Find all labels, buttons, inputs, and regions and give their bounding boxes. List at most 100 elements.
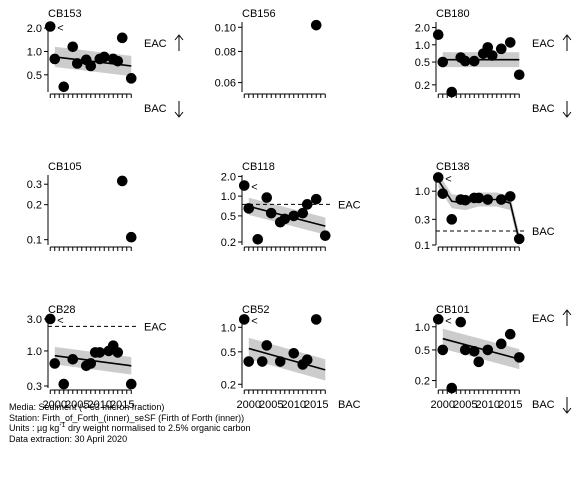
footer-units: Units : µg kg-1 dry weight normalised to…	[9, 422, 251, 434]
panel-title: CB156	[242, 8, 276, 20]
x-axis	[243, 93, 326, 98]
trend-line	[248, 347, 326, 371]
data-point	[125, 378, 137, 390]
data-point	[252, 233, 264, 245]
panel-cb118: CB118 2.0 1.0 0.5 0.2 EAC <	[221, 161, 361, 251]
data-point	[495, 194, 507, 205]
y-tick-label: 0.5	[221, 347, 236, 359]
y-tick-label: 1.0	[27, 346, 42, 358]
reference-label-eac: EAC	[144, 38, 167, 50]
data-point	[504, 328, 516, 340]
reference-label-bac: BAC	[144, 103, 167, 115]
data-point	[455, 316, 467, 328]
y-tick-label: 1.0	[415, 186, 430, 198]
y-tick-label: 2.0	[415, 23, 430, 35]
less-than-marker: <	[445, 173, 451, 185]
panel-title: CB138	[436, 161, 470, 173]
reference-label-eac: EAC	[532, 313, 555, 325]
data-point	[261, 340, 273, 351]
x-tick-label: 2010	[476, 399, 500, 411]
panel-title: CB101	[436, 304, 470, 316]
data-point	[116, 175, 128, 187]
data-point	[58, 378, 70, 390]
y-tick-label: 1.0	[415, 322, 430, 334]
data-point	[468, 345, 480, 357]
data-point	[301, 354, 313, 366]
data-point	[44, 313, 56, 325]
data-point	[482, 344, 494, 356]
data-point	[486, 50, 498, 61]
data-point	[58, 81, 70, 93]
data-point	[459, 194, 471, 206]
y-tick-label: 0.10	[215, 22, 236, 34]
y-tick-label: 0.5	[27, 70, 42, 82]
data-point	[459, 344, 471, 356]
y-tick-label: 0.3	[27, 381, 42, 393]
data-point	[274, 356, 286, 367]
data-point	[67, 354, 79, 365]
y-tick-label: 0.08	[215, 46, 236, 58]
panel-title: CB118	[242, 161, 275, 173]
y-tick-label: 0.2	[27, 200, 42, 212]
panel-cb180: CB180 2.0 1.0 0.5 0.2 EAC BAC	[415, 8, 572, 118]
y-tick-label: 0.5	[415, 345, 430, 357]
data-point	[256, 356, 268, 367]
data-point	[432, 29, 444, 41]
panel-title: CB105	[48, 161, 82, 173]
y-tick-label: 3.0	[27, 314, 42, 326]
data-point	[473, 192, 485, 204]
reference-label-bac: BAC	[532, 399, 555, 411]
y-tick-label: 0.06	[215, 78, 236, 90]
data-point	[468, 55, 480, 67]
data-point	[446, 214, 458, 225]
footer-units-suffix: dry weight normalised to 2.5% organic ca…	[65, 423, 251, 434]
y-tick-label: 0.3	[27, 179, 42, 191]
panel-title: CB52	[242, 304, 270, 316]
less-than-marker: <	[57, 22, 63, 34]
data-point	[265, 207, 277, 219]
y-tick-label: 2.0	[27, 23, 42, 35]
x-tick-label: 2005	[65, 399, 89, 411]
arrow-head	[562, 309, 572, 316]
y-tick-label: 0.5	[415, 57, 430, 69]
panel-title: CB180	[436, 8, 470, 20]
x-axis	[49, 246, 132, 251]
less-than-marker: <	[445, 315, 451, 327]
data-point	[243, 203, 255, 214]
reference-arrow-down-icon	[562, 101, 572, 118]
reference-arrow-up-icon	[562, 34, 572, 51]
data-point	[49, 358, 61, 369]
y-tick-label: 0.1	[415, 240, 430, 252]
footer-extraction: Data extraction: 30 April 2020	[9, 433, 128, 444]
y-tick-label: 2.0	[221, 171, 236, 183]
x-tick-label: 2005	[453, 399, 477, 411]
panel-title: CB153	[48, 8, 82, 20]
panel-title: CB28	[48, 304, 76, 316]
arrow-head	[562, 111, 572, 118]
data-point	[297, 207, 309, 219]
data-point	[85, 358, 97, 369]
data-point	[125, 73, 137, 84]
data-point	[319, 230, 331, 241]
panel-cb105: CB105 0.3 0.2 0.1	[27, 161, 137, 251]
reference-label-eac: EAC	[532, 38, 555, 50]
data-point	[495, 43, 507, 55]
data-point	[301, 199, 313, 210]
data-point	[310, 19, 322, 31]
x-axis	[49, 93, 132, 98]
data-point	[504, 191, 516, 202]
data-point	[513, 69, 525, 81]
data-point	[288, 210, 300, 222]
data-point	[437, 344, 449, 356]
footer: Media: Sediment (< 63 micron fraction) S…	[9, 402, 251, 444]
data-point	[85, 60, 97, 72]
reference-arrow-up-icon	[562, 309, 572, 326]
panel-cb156: CB156 0.10 0.08 0.06	[215, 8, 326, 98]
data-point	[116, 32, 128, 44]
less-than-marker: <	[57, 315, 63, 327]
arrow-head	[174, 34, 184, 41]
footer-units-prefix: Units : µg kg	[9, 423, 60, 434]
